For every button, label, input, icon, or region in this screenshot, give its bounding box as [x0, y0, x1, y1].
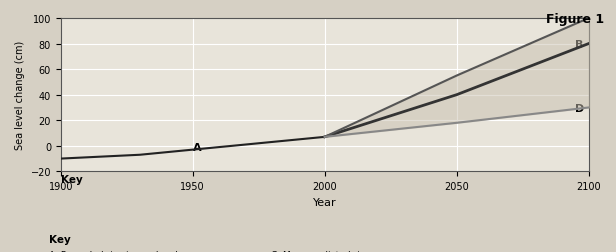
Text: B: B	[575, 40, 584, 50]
Text: A: A	[193, 142, 201, 152]
Text: Key: Key	[61, 174, 83, 184]
Text: C: C	[0, 251, 1, 252]
Text: Key: Key	[49, 234, 71, 244]
Y-axis label: Sea level change (cm): Sea level change (cm)	[15, 41, 25, 150]
Text: Figure 1: Figure 1	[546, 13, 604, 25]
Text: D: D	[575, 104, 585, 114]
X-axis label: Year: Year	[313, 197, 336, 207]
Text: A  Recorded rise in sea level: A Recorded rise in sea level	[49, 250, 178, 252]
Text: C  Max. predicted rise: C Max. predicted rise	[271, 250, 370, 252]
